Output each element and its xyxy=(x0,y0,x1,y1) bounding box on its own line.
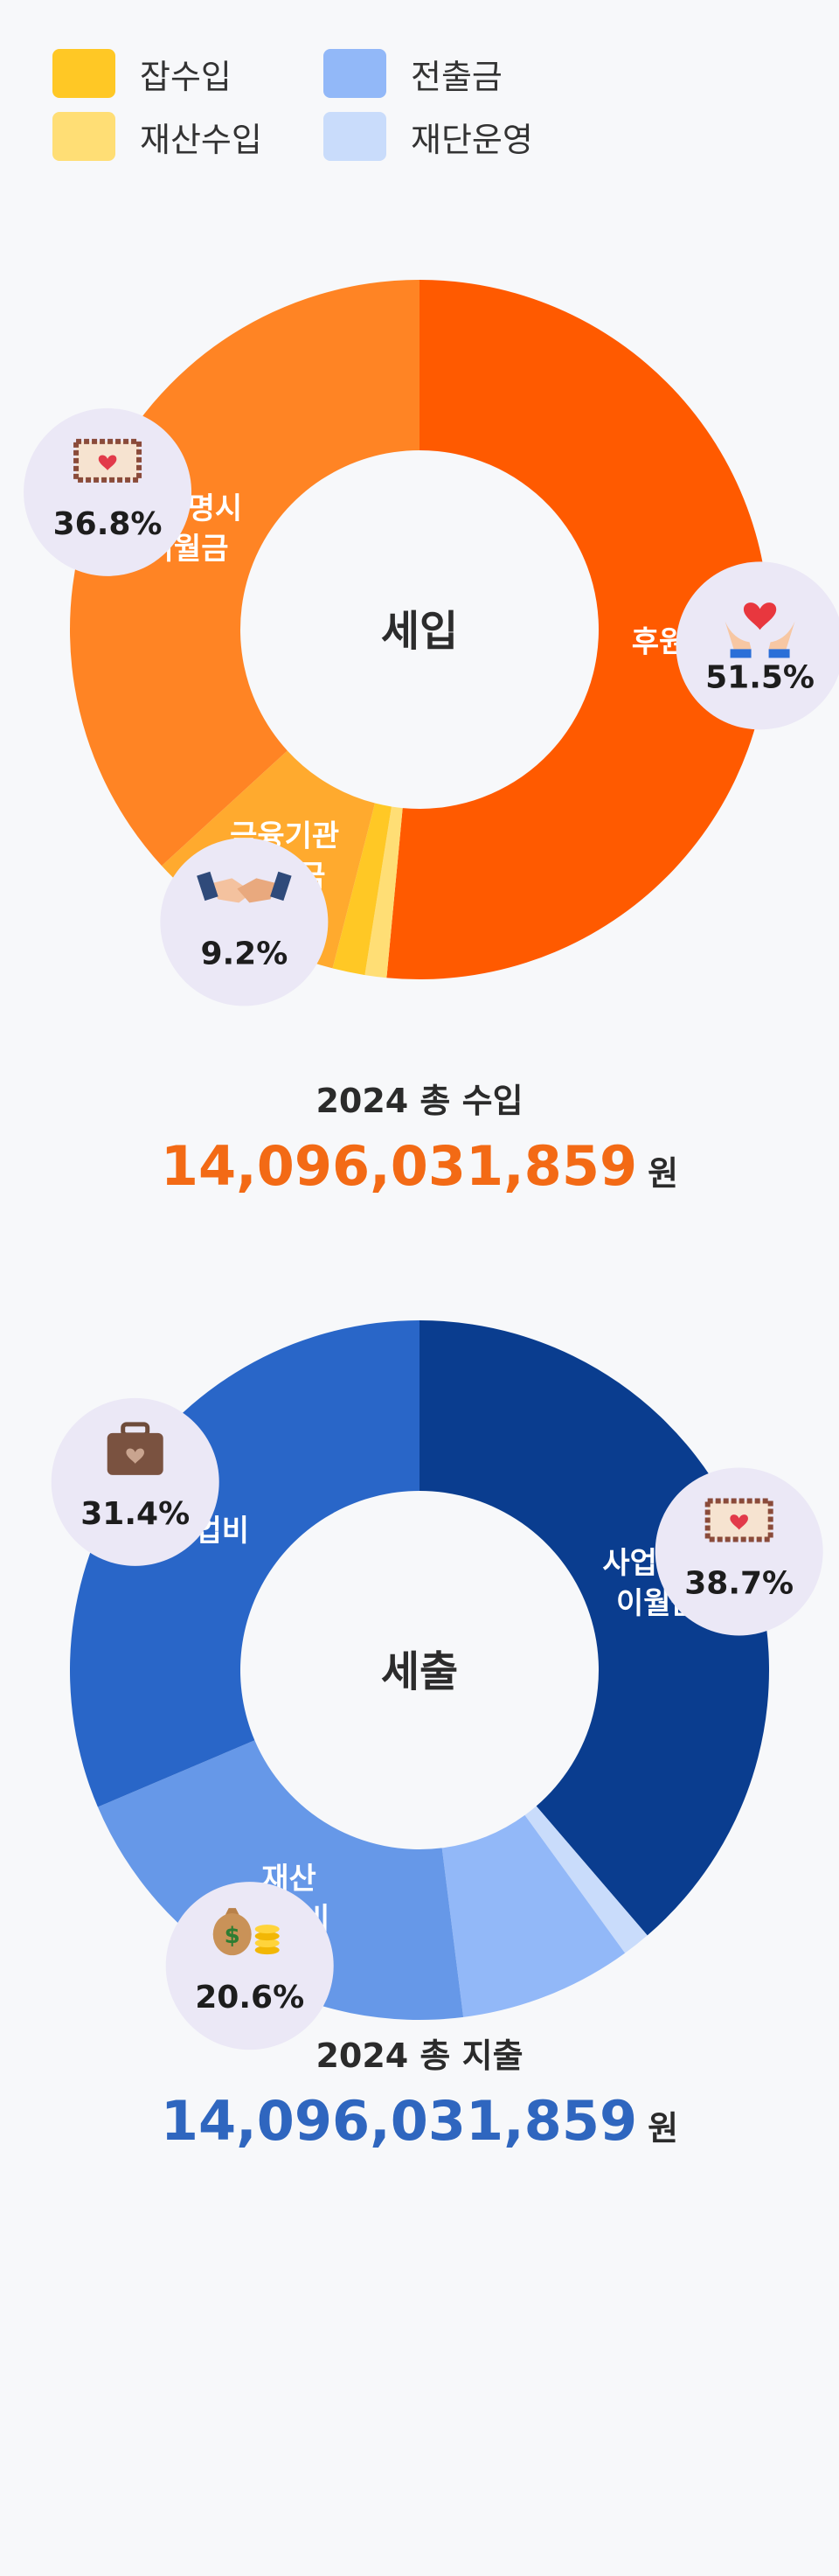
expense-total-amount: 14,096,031,859 xyxy=(160,2089,638,2153)
expense-total-unit: 원 xyxy=(648,2109,679,2148)
income-total-unit: 원 xyxy=(648,1154,679,1193)
percent-badge: 38.7% xyxy=(655,1467,823,1636)
badge-percent: 38.7% xyxy=(684,1565,794,1601)
legend-label: 잡수입 xyxy=(140,57,232,96)
donut-slice xyxy=(364,806,403,978)
donut-center-label: 세출 xyxy=(381,1647,458,1696)
legend-swatch xyxy=(52,112,115,161)
donut-slice xyxy=(420,1320,770,1936)
expense-total: 2024 총 지출 14,096,031,859 원 xyxy=(0,2029,839,2153)
legend-swatch xyxy=(323,112,386,161)
legend-item-foundation-ops: 재단운영 xyxy=(323,112,533,161)
legend-item-property-income: 재산수입 xyxy=(52,112,262,161)
badge-percent: 31.4% xyxy=(80,1496,190,1532)
income-donut-chart: 세입후원금금융기관차입금사업명시이월금51.5%9.2%36.8% xyxy=(0,210,839,1049)
badge-percent: 20.6% xyxy=(195,1980,304,2016)
legend-swatch xyxy=(52,49,115,98)
income-donut-svg: 세입후원금금융기관차입금사업명시이월금51.5%9.2%36.8% xyxy=(24,280,839,1006)
money-bag-icon: $ xyxy=(212,1908,280,1956)
legend-label: 재산수입 xyxy=(140,120,262,159)
donut-slice xyxy=(386,280,770,980)
hands-heart-icon xyxy=(725,602,795,658)
badge-percent: 51.5% xyxy=(705,659,815,695)
income-total: 2024 총 수입 14,096,031,859 원 xyxy=(0,1074,839,1198)
donut-slice xyxy=(441,1814,626,2017)
donut-slice xyxy=(332,803,392,976)
percent-badge: 36.8% xyxy=(24,407,192,576)
percent-badge: $20.6% xyxy=(165,1882,334,2050)
legend-label: 재단운영 xyxy=(411,120,533,159)
donut-slice xyxy=(524,1806,648,1953)
svg-text:$: $ xyxy=(225,1923,240,1949)
expense-donut-svg: 세출사업명시이월금재산조성비사업비38.7%$20.6%31.4% xyxy=(51,1320,823,2050)
stamp-heart-icon xyxy=(73,438,142,483)
donut-slice xyxy=(97,1740,464,2020)
income-total-amount: 14,096,031,859 xyxy=(160,1134,638,1198)
legend-item-misc-income: 잡수입 xyxy=(52,49,232,98)
percent-badge: 9.2% xyxy=(160,838,329,1006)
percent-badge: 51.5% xyxy=(676,561,839,730)
handshake-icon xyxy=(197,871,292,903)
badge-percent: 36.8% xyxy=(53,506,163,542)
legend-swatch xyxy=(323,49,386,98)
expense-donut-chart: 세출사업명시이월금재산조성비사업비38.7%$20.6%31.4% xyxy=(0,1250,839,2090)
legend-label: 전출금 xyxy=(411,57,503,96)
legend-item-transfer: 전출금 xyxy=(323,49,503,98)
briefcase-heart-icon xyxy=(107,1422,163,1475)
donut-center-label: 세입 xyxy=(381,607,458,656)
income-total-title: 2024 총 수입 xyxy=(315,1082,524,1120)
expense-total-title: 2024 총 지출 xyxy=(315,2036,524,2075)
stamp-heart-icon xyxy=(704,1498,773,1542)
percent-badge: 31.4% xyxy=(51,1397,219,1566)
legend: 잡수입 재산수입 전출금 재단운영 xyxy=(52,49,664,171)
badge-percent: 9.2% xyxy=(200,936,288,971)
